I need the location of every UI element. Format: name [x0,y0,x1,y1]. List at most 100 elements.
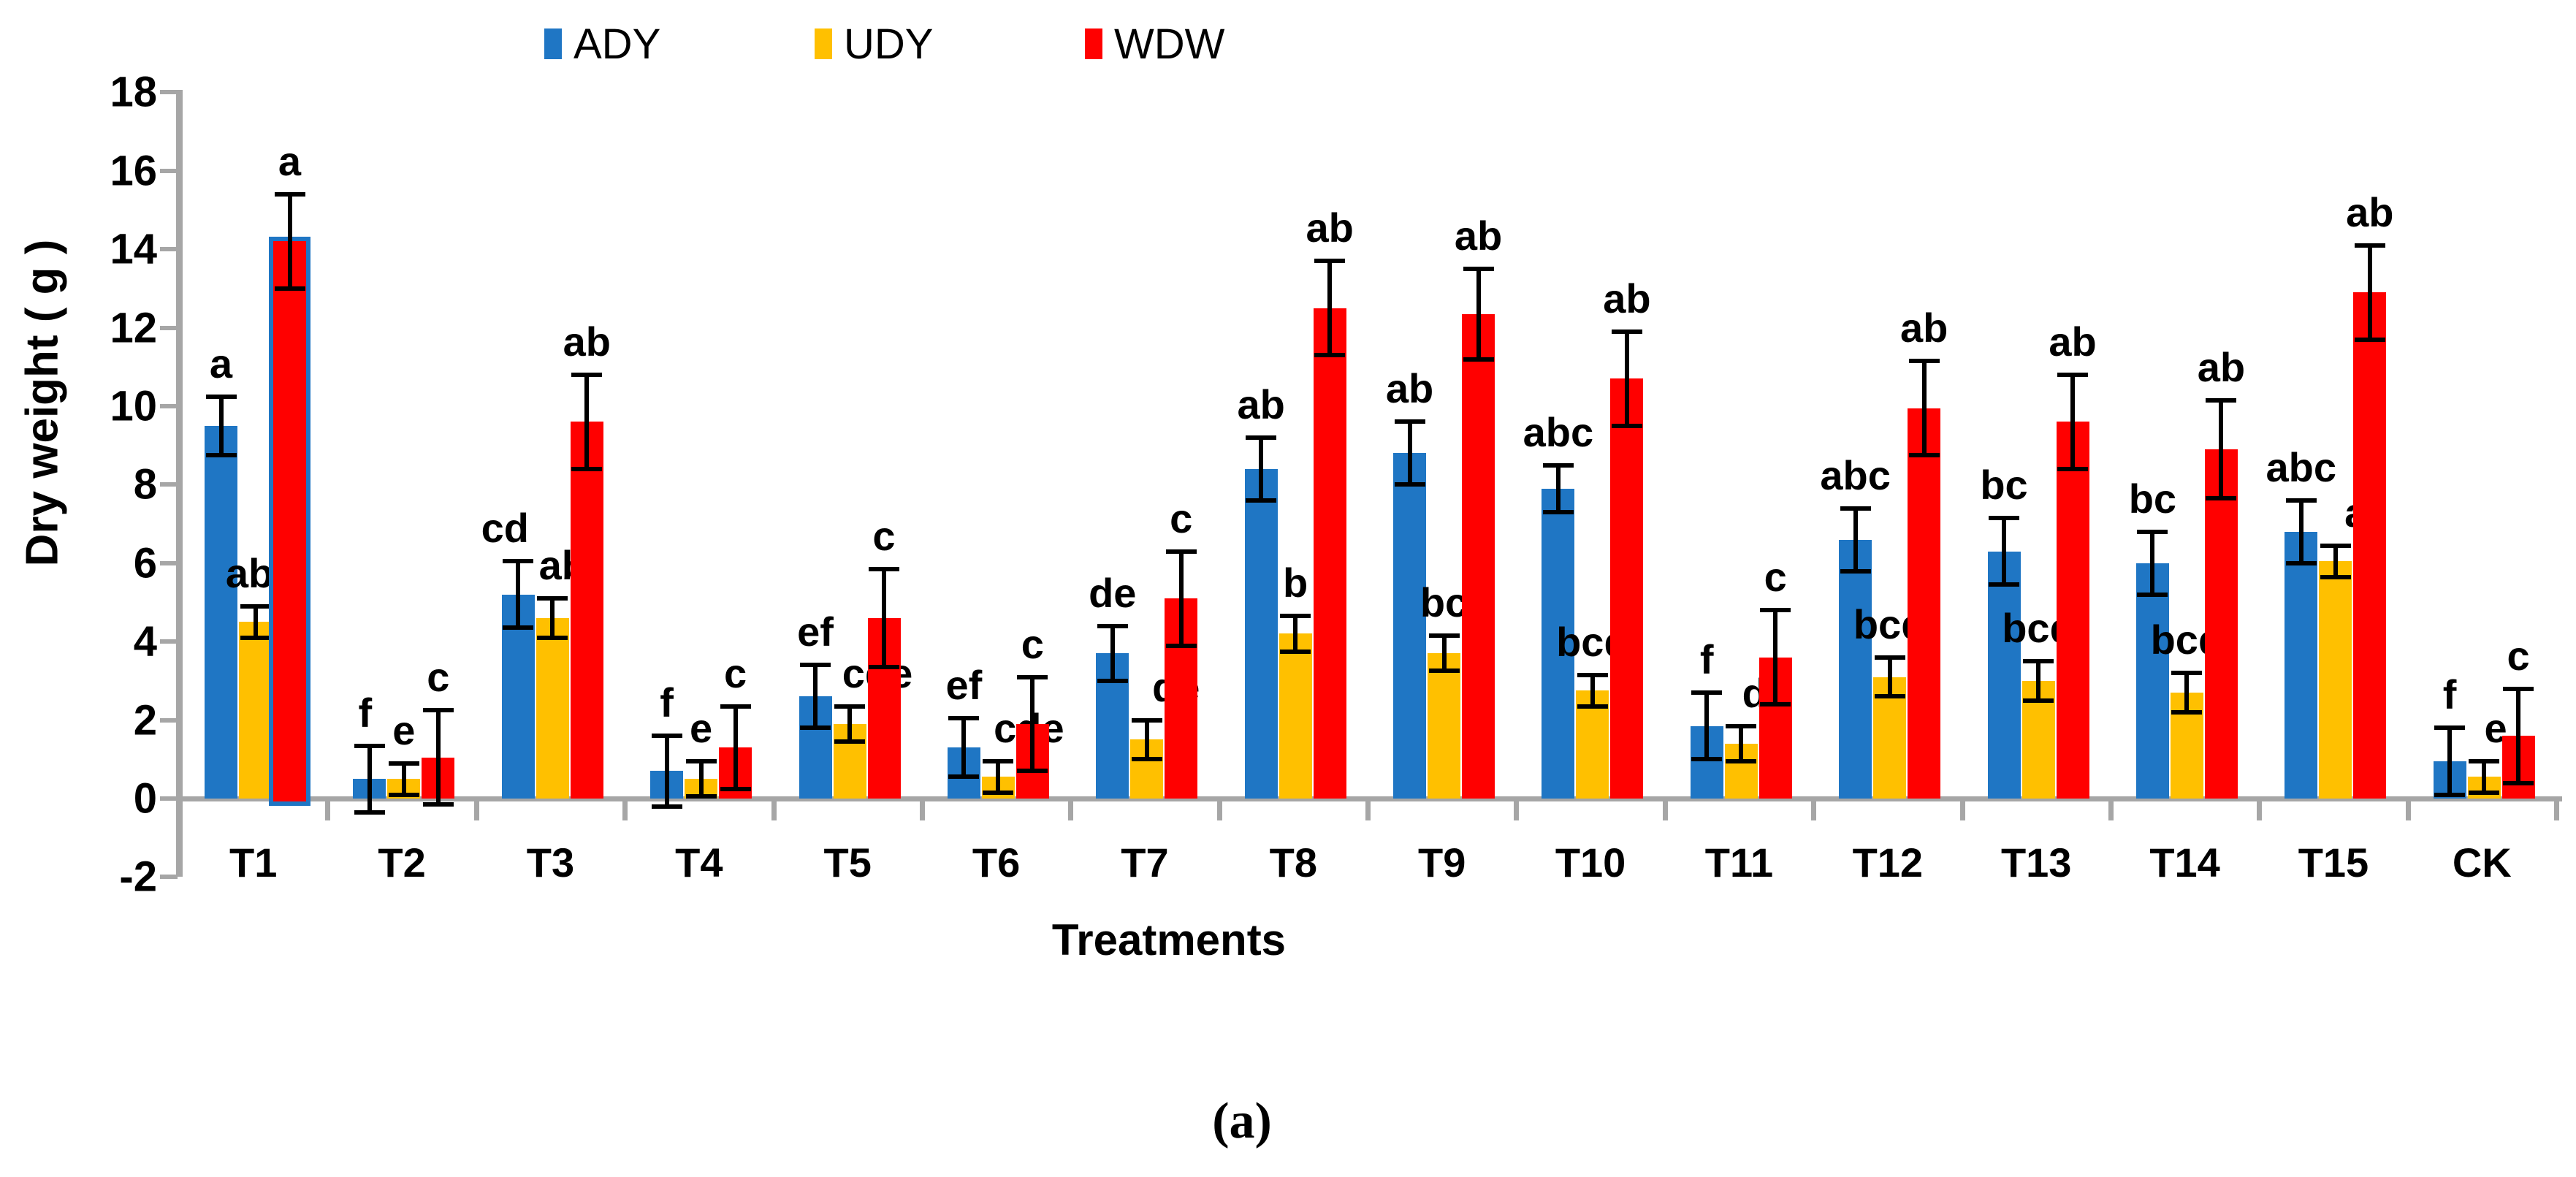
x-tick-label-T6: T6 [972,839,1021,885]
sig-letter-T15-WDW: ab [2346,188,2394,235]
error-cap-top [2469,758,2500,763]
sig-letter-CK-ADY: f [2442,671,2457,718]
error-cap-bottom [2503,780,2534,785]
y-axis-tick [160,560,178,565]
error-bar-T11-WDW [1773,610,1778,705]
x-tick-label-T13: T13 [2000,839,2072,885]
error-bar-T10-WDW [1624,331,1629,426]
bar-T3-UDY [536,617,569,799]
error-bar-T9-UDY [1441,636,1447,671]
error-cap-bottom [1280,649,1311,654]
x-tick-label-T12: T12 [1852,839,1924,885]
error-bar-T5-UDY [847,706,852,742]
error-bar-T14-WDW [2219,400,2224,499]
error-bar-T14-ADY [2150,531,2155,595]
error-cap-top [537,596,568,601]
x-axis-tick [473,799,479,820]
error-cap-bottom [240,635,271,640]
sig-letter-T15-ADY: abc [2266,443,2337,490]
x-tick-label-T1: T1 [229,839,278,885]
error-cap-bottom [948,774,980,780]
y-tick-label: 0 [133,774,157,823]
error-bar-T5-WDW [882,568,886,668]
bar-T3-WDW [570,422,603,799]
sig-letter-CK-WDW: c [2507,632,2530,679]
sig-letter-T10-UDY: bcd [1556,618,1629,665]
sig-letter-T11-WDW: c [1764,554,1787,601]
error-bar-T11-ADY [1704,693,1710,760]
error-bar-T13-WDW [2070,375,2075,469]
y-axis-line [176,90,183,877]
sig-letter-T9-WDW: ab [1454,213,1503,259]
sig-letter-T11-ADY: f [1699,636,1714,682]
x-axis-tick [1514,799,1520,820]
x-tick-label-T8: T8 [1269,839,1317,885]
error-bar-T8-UDY [1293,616,1298,652]
error-cap-bottom [274,286,305,291]
y-axis-tick [160,639,178,644]
y-tick-label: -2 [119,853,157,901]
legend-swatch-icon [1085,28,1102,59]
error-cap-top [1246,435,1277,440]
y-tick-label: 14 [110,225,157,273]
sig-letter-T1-ADY: a [209,340,233,386]
error-bar-T8-ADY [1259,437,1264,500]
sig-letter-T1-WDW: a [278,138,302,185]
error-cap-bottom [1165,643,1197,648]
error-bar-T14-UDY [2184,673,2190,712]
sig-letter-T3-WDW: ab [563,319,611,365]
error-bar-T11-UDY [1739,725,1744,761]
sig-letter-T14-UDY: bcd [2150,617,2224,663]
y-tick-label: 18 [110,68,157,116]
x-axis-tick [1662,799,1668,820]
error-cap-top [1428,633,1460,639]
sig-letter-T13-WDW: ab [2049,319,2097,365]
bar-T15-UDY [2319,561,2352,799]
x-tick-label-T3: T3 [526,839,575,885]
bar-T8-UDY [1279,633,1312,799]
error-cap-top [1131,717,1162,723]
error-cap-top [2434,725,2466,731]
y-axis-tick [160,325,178,330]
y-axis-tick [160,404,178,408]
error-cap-top [983,758,1014,763]
x-axis-title: Treatments [1051,915,1287,964]
error-cap-bottom [1908,453,1940,458]
x-tick-label-CK: CK [2452,839,2512,885]
x-axis-tick [2554,799,2559,820]
y-axis-tick [160,796,178,801]
bar-T13-ADY [1987,551,2021,799]
error-bar-T6-ADY [961,717,967,777]
error-cap-top [1314,259,1346,264]
error-cap-bottom [2171,709,2203,715]
sig-letter-T2-ADY: f [358,689,373,736]
error-cap-top [1726,723,1757,728]
error-cap-top [1989,516,2019,521]
error-cap-bottom [354,810,385,815]
bar-T10-UDY [1576,690,1609,799]
error-cap-bottom [2023,698,2054,703]
error-bar-CK-UDY [2482,761,2487,793]
error-cap-bottom [537,635,568,640]
error-cap-top [1691,690,1723,695]
x-tick-label-T10: T10 [1555,839,1626,885]
sig-letter-T3-UDY: ab [538,542,587,589]
error-cap-top [1165,549,1197,554]
error-cap-bottom [2320,574,2351,579]
error-bar-T3-ADY [516,561,521,628]
x-tick-label-T2: T2 [378,839,426,885]
error-cap-bottom [422,802,454,807]
y-axis-tick [160,717,178,723]
x-axis-tick [1811,799,1817,820]
legend-label: UDY [844,20,934,68]
legend-item-ADY: ADY [544,20,660,68]
x-tick-label-T9: T9 [1418,839,1466,885]
error-cap-top [240,603,271,609]
x-axis-tick [2108,799,2114,820]
error-bar-T12-UDY [1887,657,1892,697]
error-cap-top [800,663,831,668]
error-cap-top [1874,655,1905,660]
error-cap-bottom [571,466,603,471]
error-cap-top [869,566,899,571]
y-tick-label: 6 [133,539,157,587]
